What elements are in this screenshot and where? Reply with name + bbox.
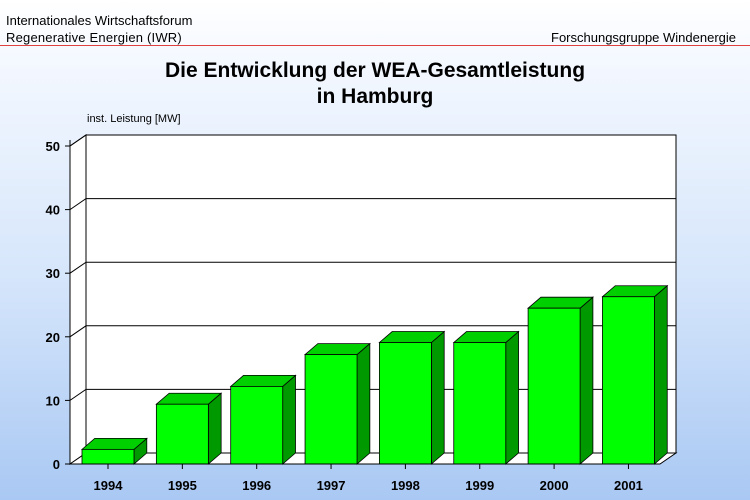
chart-title: Die Entwicklung der WEA-Gesamtleistung <box>164 59 586 82</box>
bar-front <box>378 342 432 465</box>
chart-subtitle: in Hamburg <box>316 85 434 108</box>
bar-front <box>304 354 358 465</box>
x-tick-label: 2001 <box>614 478 643 493</box>
bar-side <box>282 374 296 465</box>
bar <box>527 296 594 465</box>
chart-side-wall <box>69 134 87 465</box>
x-tick-label: 2000 <box>540 478 569 493</box>
y-tick-label: 20 <box>46 330 60 345</box>
bar-side <box>654 284 668 465</box>
x-tick-label: 1998 <box>391 478 420 493</box>
bar <box>229 374 297 465</box>
gridline <box>69 261 676 274</box>
bar <box>303 342 371 465</box>
y-tick-label: 10 <box>46 393 60 408</box>
x-tick-label: 1996 <box>242 478 271 493</box>
bar-front <box>527 307 581 465</box>
x-tick-label: 1999 <box>465 478 494 493</box>
bar-side <box>207 392 222 465</box>
org-name-line1: Internationales Wirtschaftsforum <box>6 13 193 28</box>
x-tick-label: 1995 <box>168 478 197 493</box>
bar-side <box>505 330 519 465</box>
header-divider <box>0 45 750 46</box>
bar-side <box>356 342 371 465</box>
y-axis-label: inst. Leistung [MW] <box>87 113 181 125</box>
y-tick-label: 50 <box>46 139 60 154</box>
bar-front <box>230 386 284 465</box>
bar-front <box>81 448 135 465</box>
x-tick-label: 1997 <box>317 478 346 493</box>
y-tick-label: 30 <box>46 266 60 281</box>
bar <box>378 330 446 465</box>
bar <box>452 330 520 465</box>
bar <box>80 437 148 465</box>
bar-front <box>155 403 209 465</box>
x-tick-label: 1994 <box>94 478 124 493</box>
gridline <box>69 134 676 147</box>
gridline <box>69 198 676 211</box>
y-tick-label: 40 <box>46 203 60 218</box>
bar-front <box>453 342 507 465</box>
bar <box>601 284 669 465</box>
gridline <box>69 325 676 338</box>
org-name-line2: Regenerative Energien (IWR) <box>6 30 182 45</box>
y-tick-label: 0 <box>53 457 60 472</box>
bar-front <box>602 296 655 465</box>
bar-side <box>579 296 594 465</box>
bar <box>155 392 223 465</box>
bar-side <box>430 330 445 465</box>
research-group-label: Forschungsgruppe Windenergie <box>551 30 736 45</box>
